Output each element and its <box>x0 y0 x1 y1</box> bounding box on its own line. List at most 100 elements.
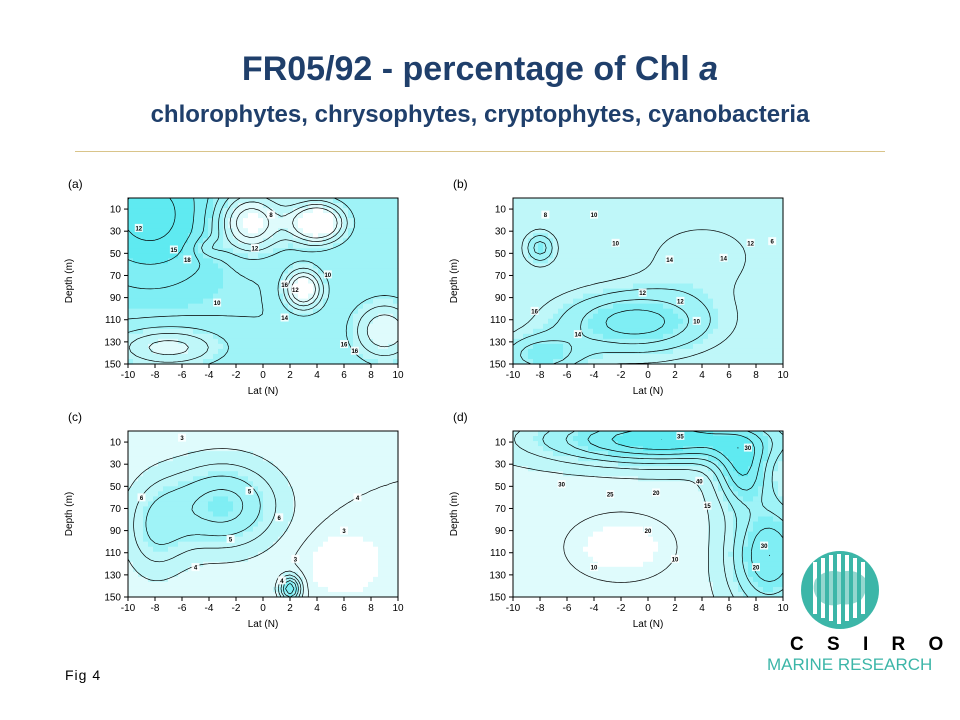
field-cell <box>523 343 529 350</box>
field-cell <box>558 238 564 244</box>
contour-label: 10 <box>612 241 619 247</box>
field-cell <box>258 233 264 239</box>
field-cell <box>218 263 224 270</box>
field-cell <box>553 218 559 224</box>
field-cell <box>258 238 264 244</box>
field-cell <box>373 263 379 270</box>
field-cell <box>128 476 134 482</box>
field-cell <box>703 353 709 360</box>
contour-label-bg <box>169 245 178 254</box>
field-cell <box>313 313 319 320</box>
field-cell <box>213 471 219 477</box>
field-cell <box>363 218 369 224</box>
field-cell <box>593 278 599 285</box>
field-cell <box>618 268 624 275</box>
field-cell <box>153 546 159 553</box>
field-cell <box>343 323 349 330</box>
field-cell <box>183 546 189 553</box>
field-cell <box>583 228 589 234</box>
field-cell <box>258 358 264 365</box>
field-cell <box>323 303 329 310</box>
field-cell <box>713 283 719 290</box>
field-cell <box>753 268 759 275</box>
field-cell <box>258 323 264 330</box>
field-cell <box>168 208 174 214</box>
field-cell <box>673 328 679 335</box>
field-cell <box>268 591 274 598</box>
field-cell <box>303 338 309 345</box>
field-cell <box>303 521 309 528</box>
field-cell <box>238 586 244 593</box>
y-tick-label: 50 <box>495 249 507 260</box>
field-cell <box>658 323 664 330</box>
field-cell <box>233 586 239 593</box>
field-cell <box>198 546 204 553</box>
field-cell <box>208 288 214 295</box>
field-cell <box>273 228 279 234</box>
field-cell <box>328 253 334 259</box>
field-cell <box>373 283 379 290</box>
field-cell <box>288 283 294 290</box>
field-cell <box>168 576 174 583</box>
field-cell <box>198 556 204 563</box>
field-cell <box>193 278 199 285</box>
field-cell <box>178 198 184 204</box>
field-cell <box>263 566 269 573</box>
field-cell <box>178 576 184 583</box>
field-cell <box>718 303 724 310</box>
field-cell <box>163 338 169 345</box>
field-cell <box>768 243 774 249</box>
field-cell <box>283 496 289 503</box>
field-cell <box>353 338 359 345</box>
field-cell <box>178 328 184 335</box>
field-cell <box>223 576 229 583</box>
field-cell <box>513 248 519 254</box>
field-cell <box>293 273 299 280</box>
field-cell <box>648 323 654 330</box>
field-cell <box>143 496 149 503</box>
field-cell <box>243 566 249 573</box>
field-cell <box>298 471 304 477</box>
field-cell <box>543 323 549 330</box>
field-cell <box>323 213 329 219</box>
field-cell <box>278 501 284 508</box>
field-cell <box>258 268 264 275</box>
field-cell <box>553 298 559 305</box>
field-cell <box>693 333 699 340</box>
field-cell <box>518 338 524 345</box>
field-cell <box>733 273 739 280</box>
field-cell <box>693 263 699 270</box>
field-cell <box>128 288 134 295</box>
field-cell <box>298 516 304 523</box>
field-cell <box>333 243 339 249</box>
field-cell <box>513 208 519 214</box>
field-cell <box>743 268 749 275</box>
field-cell <box>658 333 664 340</box>
field-cell <box>758 248 764 254</box>
field-cell <box>628 318 634 325</box>
x-tick-label: -6 <box>563 370 572 381</box>
field-cell <box>138 248 144 254</box>
field-cell <box>188 471 194 477</box>
field-cell <box>383 268 389 275</box>
field-cell <box>578 198 584 204</box>
field-cell <box>348 258 354 264</box>
field-cell <box>308 318 314 325</box>
field-cell <box>518 198 524 204</box>
field-cell <box>253 328 259 335</box>
field-cell <box>303 348 309 355</box>
field-cell <box>178 461 184 467</box>
field-cell <box>353 283 359 290</box>
field-cell <box>558 258 564 264</box>
field-cell <box>213 526 219 533</box>
field-cell <box>153 571 159 578</box>
field-cell <box>228 323 234 330</box>
field-cell <box>308 461 314 467</box>
field-cell <box>128 208 134 214</box>
field-cell <box>538 278 544 285</box>
field-cell <box>273 496 279 503</box>
field-cell <box>388 238 394 244</box>
field-cell <box>538 308 544 315</box>
field-cell <box>523 218 529 224</box>
field-cell <box>303 506 309 513</box>
